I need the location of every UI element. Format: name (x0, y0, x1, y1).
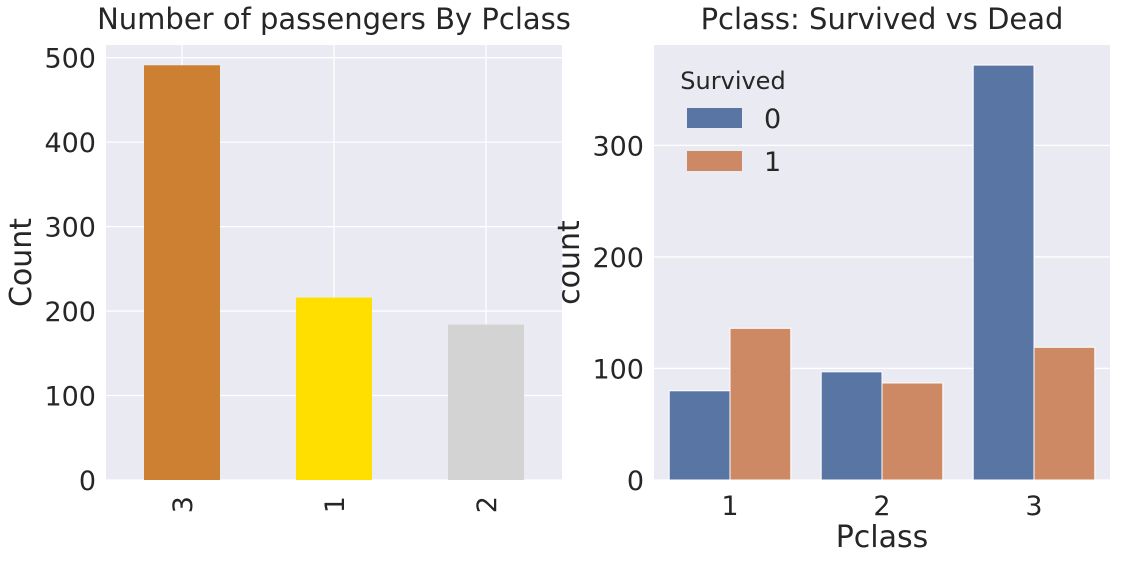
bar-right-series-1 (729, 327, 792, 481)
y-tick-label-right: 100 (592, 354, 644, 385)
bar-left (144, 65, 220, 480)
bar-right-series-0 (820, 371, 883, 481)
y-ticks-left: 0 100 200 300 400 500 (44, 44, 96, 497)
bar-left (448, 324, 524, 480)
y-tick-label-left: 100 (44, 382, 96, 413)
x-ticks-left: 3 1 2 (168, 496, 503, 513)
x-ticks-right: 1 2 3 (721, 491, 1042, 522)
y-ticks-right: 0 100 200 300 (592, 131, 644, 497)
chart-title-left: Number of passengers By Pclass (97, 2, 571, 36)
legend-label-1: 1 (764, 147, 781, 178)
y-tick-label-right: 200 (592, 243, 644, 274)
x-tick-label-left: 3 (168, 496, 199, 513)
y-tick-label-left: 0 (79, 466, 96, 497)
x-tick-label-right: 3 (1025, 491, 1042, 522)
y-tick-label-left: 500 (44, 44, 96, 75)
chart-title-right: Pclass: Survived vs Dead (701, 2, 1064, 36)
bar-right-series-1 (1033, 346, 1096, 481)
y-axis-label-left: Count (4, 218, 39, 307)
x-tick-label-right: 1 (721, 491, 738, 522)
chart-passengers-by-pclass: 0 100 200 300 400 500 3 1 2 Number of passenger… (4, 2, 571, 513)
bars-left (144, 65, 524, 480)
bar-right-series-1 (881, 382, 944, 481)
y-tick-label-left: 200 (44, 297, 96, 328)
x-axis-label-right: Pclass (836, 520, 929, 555)
y-tick-label-left: 300 (44, 213, 96, 244)
y-tick-label-right: 300 (592, 131, 644, 162)
bar-right-series-0 (972, 64, 1035, 481)
x-tick-label-right: 2 (873, 491, 890, 522)
y-tick-label-right: 0 (627, 466, 644, 497)
bars-right (668, 64, 1096, 481)
legend-swatch-0 (687, 108, 742, 128)
bar-right-series-0 (668, 390, 731, 481)
x-tick-label-left: 1 (320, 496, 351, 513)
legend-label-0: 0 (764, 104, 781, 135)
bar-left (296, 297, 372, 480)
legend-title: Survived (680, 67, 785, 95)
legend-swatch-1 (687, 151, 742, 171)
y-tick-label-left: 400 (44, 128, 96, 159)
x-tick-label-left: 2 (472, 496, 503, 513)
y-axis-label-right: count (552, 220, 587, 305)
legend: Survived 0 1 (680, 67, 785, 178)
